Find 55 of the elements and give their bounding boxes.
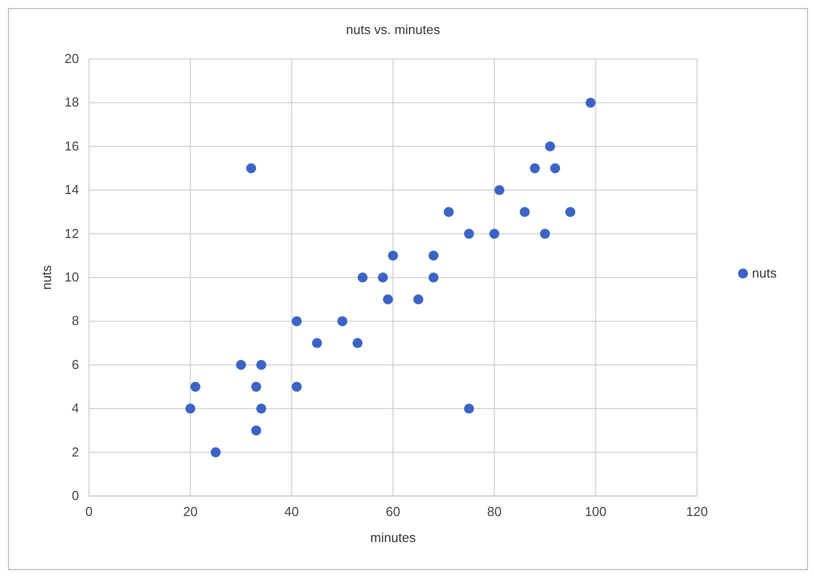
legend-label: nuts: [752, 266, 778, 280]
point: [292, 316, 302, 326]
y-tick-label: 12: [64, 226, 79, 241]
point: [358, 272, 368, 282]
point: [337, 316, 348, 326]
point: [464, 404, 474, 414]
point: [545, 141, 556, 152]
point: [413, 294, 424, 304]
point: [444, 206, 454, 217]
x-tick-label: 80: [487, 504, 502, 519]
x-tick-label: 60: [386, 504, 400, 519]
y-tick-label: 20: [64, 51, 79, 66]
point: [530, 163, 540, 174]
point: [190, 382, 200, 392]
chart-title: nuts vs. minutes: [346, 22, 440, 37]
point: [382, 294, 393, 304]
x-tick-label: 100: [584, 504, 607, 519]
point: [256, 360, 266, 370]
y-tick-label: 6: [72, 356, 79, 372]
point: [246, 163, 256, 174]
x-axis-title: minutes: [370, 530, 416, 545]
point: [388, 250, 398, 261]
point: [210, 447, 221, 458]
point: [292, 382, 302, 392]
x-tick-label: 20: [183, 504, 198, 519]
point: [428, 250, 439, 261]
y-tick-label: 2: [72, 444, 79, 460]
point: [489, 228, 500, 239]
point: [185, 404, 196, 414]
y-tick-label: 8: [72, 313, 79, 328]
x-tick-label: 120: [686, 504, 708, 519]
y-tick-label: 16: [64, 138, 79, 154]
point: [565, 206, 576, 217]
point: [520, 206, 530, 217]
point: [494, 185, 504, 196]
point: [378, 272, 388, 282]
y-tick-label: 18: [64, 94, 79, 110]
y-tick-label: 10: [64, 270, 79, 284]
point: [256, 404, 266, 414]
x-tick-label: 0: [85, 504, 93, 519]
y-tick-label: 14: [64, 182, 79, 198]
point: [586, 98, 596, 108]
point: [464, 228, 474, 239]
point: [236, 360, 246, 370]
x-tick-label: 40: [284, 504, 299, 519]
point: [251, 425, 262, 436]
y-tick-label: 0: [72, 488, 79, 503]
point: [540, 228, 550, 239]
point: [428, 272, 439, 282]
y-tick-label: 4: [72, 400, 79, 416]
point: [312, 338, 322, 348]
point: [352, 338, 363, 348]
point: [550, 163, 560, 174]
point: [251, 382, 262, 392]
y-axis-title: nuts: [39, 264, 54, 290]
